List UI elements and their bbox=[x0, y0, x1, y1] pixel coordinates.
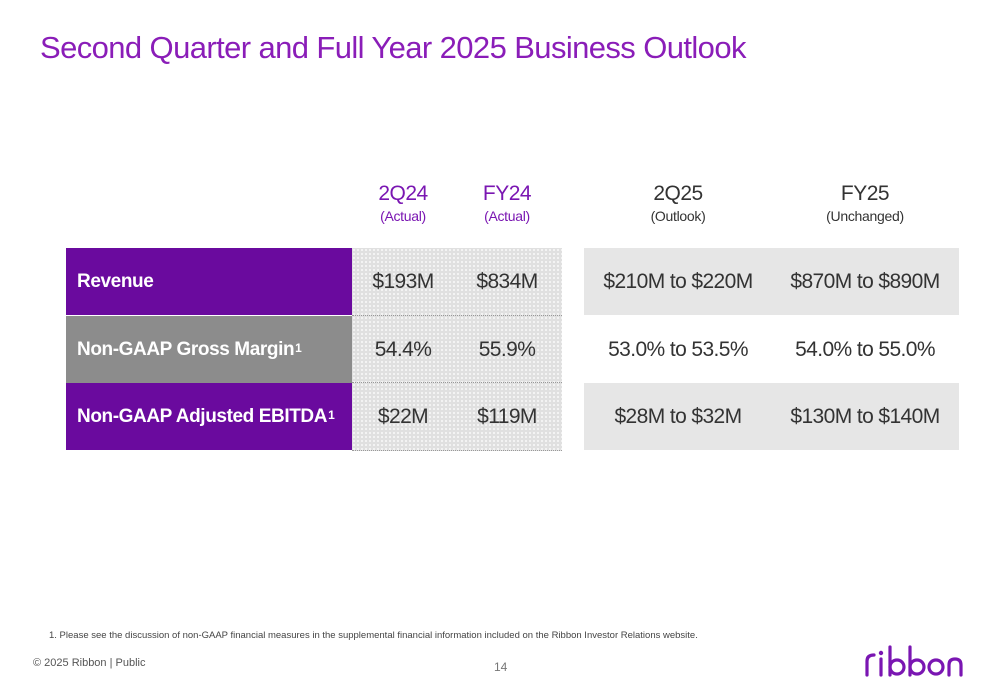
actuals-cell-background bbox=[352, 248, 562, 316]
table-cell: 55.9% bbox=[478, 338, 536, 361]
table-cell: $210M to $220M bbox=[603, 270, 753, 293]
actuals-cell-background bbox=[352, 316, 562, 383]
column-header-main: 2Q25 bbox=[653, 182, 703, 205]
table-cell: $22M bbox=[377, 405, 429, 428]
table-cell: 54.0% to 55.0% bbox=[795, 338, 935, 361]
column-header-2q25: 2Q25 (Outlook) bbox=[618, 181, 738, 225]
row-label-text: Revenue bbox=[77, 270, 154, 292]
column-header-2q24: 2Q24 (Actual) bbox=[343, 181, 463, 225]
column-header-sub: (Unchanged) bbox=[826, 208, 904, 224]
footnote: 1. Please see the discussion of non-GAAP… bbox=[49, 630, 698, 641]
row-label-ebitda: Non-GAAP Adjusted EBITDA 1 bbox=[66, 383, 352, 450]
table-cell: $130M to $140M bbox=[790, 405, 940, 428]
actuals-cell-background bbox=[352, 383, 562, 451]
table-cell: $119M bbox=[477, 405, 537, 428]
column-header-sub: (Outlook) bbox=[650, 208, 706, 224]
outlook-row-band bbox=[584, 248, 959, 315]
footnote-marker: 1 bbox=[295, 340, 302, 355]
column-header-sub: (Actual) bbox=[380, 208, 426, 224]
table-cell: $193M bbox=[372, 270, 434, 293]
column-header-sub: (Actual) bbox=[484, 208, 530, 224]
outlook-row-band bbox=[584, 383, 959, 450]
column-header-fy25: FY25 (Unchanged) bbox=[805, 181, 925, 225]
row-label-text: Non-GAAP Gross Margin bbox=[77, 338, 295, 360]
column-header-main: FY24 bbox=[482, 182, 532, 205]
column-header-fy24: FY24 (Actual) bbox=[447, 181, 567, 225]
column-header-main: 2Q24 bbox=[378, 182, 428, 205]
page-title: Second Quarter and Full Year 2025 Busine… bbox=[40, 30, 746, 65]
table-cell: 53.0% to 53.5% bbox=[608, 338, 748, 361]
table-cell: $28M to $32M bbox=[614, 405, 742, 428]
row-label-revenue: Revenue bbox=[66, 248, 352, 315]
table-cell: 54.4% bbox=[374, 338, 432, 361]
row-label-text: Non-GAAP Adjusted EBITDA bbox=[77, 405, 328, 427]
footnote-marker: 1 bbox=[328, 407, 335, 422]
copyright: © 2025 Ribbon | Public bbox=[33, 657, 146, 669]
ribbon-logo bbox=[865, 645, 963, 677]
column-header-main: FY25 bbox=[840, 182, 890, 205]
table-cell: $834M bbox=[476, 270, 538, 293]
page-number: 14 bbox=[494, 660, 508, 674]
table-cell: $870M to $890M bbox=[790, 270, 940, 293]
row-label-gross-margin: Non-GAAP Gross Margin 1 bbox=[66, 316, 352, 383]
